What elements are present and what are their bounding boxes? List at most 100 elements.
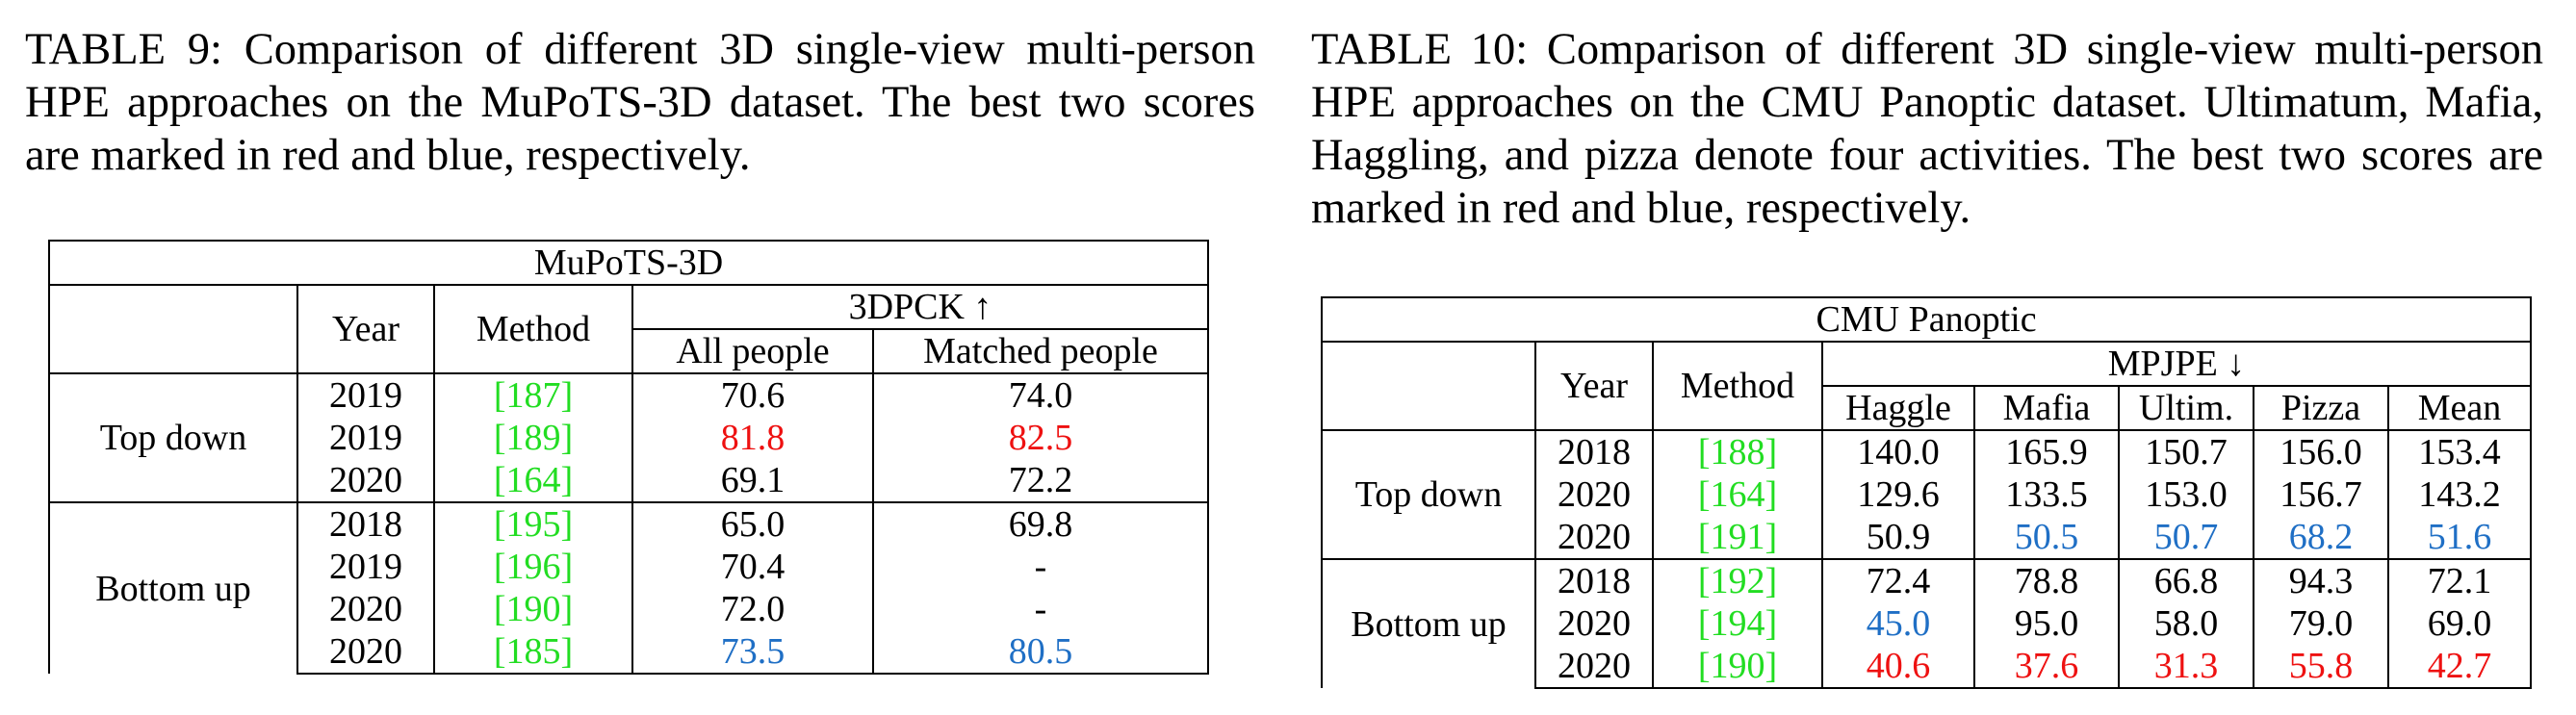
method-ref-link[interactable]: [187] xyxy=(434,372,633,417)
year-cell: 2019 xyxy=(297,372,435,417)
year-cell: 2019 xyxy=(297,546,435,588)
method-ref-link[interactable]: [188] xyxy=(1653,429,1823,473)
table9-year-header: Year xyxy=(297,284,435,373)
value-cell: 153.0 xyxy=(2119,473,2254,516)
value-cell-all-people: 70.6 xyxy=(632,372,874,417)
year-cell: 2018 xyxy=(297,501,435,546)
value-cell: 129.6 xyxy=(1822,473,1975,516)
value-cell-matched-people: - xyxy=(873,546,1210,588)
table-row: 2019 [196] 70.4- xyxy=(49,546,1210,588)
method-ref-link[interactable]: [189] xyxy=(434,417,633,459)
table-row: 2020 [194] 45.0 95.0 58.0 79.0 69.0 xyxy=(1322,602,2533,645)
value-cell: 50.7 xyxy=(2119,516,2254,559)
table9-metric-header: 3DPCK ↑ xyxy=(632,284,1210,330)
table9-dataset-header: MuPoTS-3D xyxy=(47,240,1210,285)
value-cell-matched-people: 80.5 xyxy=(873,630,1210,675)
method-ref-link[interactable]: [190] xyxy=(1653,645,1823,689)
value-cell-all-people: 70.4 xyxy=(632,546,874,588)
table9-mupots: MuPoTS-3D Year Method 3DPCK ↑ All people… xyxy=(47,240,1210,675)
table9-subheader-all: All people xyxy=(632,329,874,373)
value-cell-matched-people: - xyxy=(873,588,1210,630)
value-cell: 69.0 xyxy=(2388,602,2533,645)
value-cell: 72.4 xyxy=(1822,558,1975,602)
table10-caption: TABLE 10: Comparison of different 3D sin… xyxy=(1311,25,2543,233)
value-cell: 58.0 xyxy=(2119,602,2254,645)
table10-subheader: Ultim. xyxy=(2119,386,2254,430)
table-row: 2020 [164] 129.6 133.5 153.0 156.7 143.2 xyxy=(1322,473,2533,516)
table-row: 2020 [185] 73.5 80.5 xyxy=(49,630,1210,675)
value-cell: 140.0 xyxy=(1822,429,1975,473)
value-cell: 143.2 xyxy=(2388,473,2533,516)
value-cell: 72.1 xyxy=(2388,558,2533,602)
value-cell: 55.8 xyxy=(2254,645,2389,689)
value-cell: 78.8 xyxy=(1974,558,2120,602)
year-cell: 2019 xyxy=(297,417,435,459)
value-cell: 79.0 xyxy=(2254,602,2389,645)
method-ref-link[interactable]: [194] xyxy=(1653,602,1823,645)
table-row: Top down 2018 [188] 140.0 165.9 150.7 156.0 153… xyxy=(1321,429,2533,559)
value-cell-all-people: 72.0 xyxy=(632,588,874,630)
year-cell: 2020 xyxy=(1535,516,1654,559)
method-ref-link[interactable]: [195] xyxy=(434,501,633,546)
table9-caption: TABLE 9: Comparison of different 3D sing… xyxy=(25,25,1255,180)
value-cell: 156.7 xyxy=(2254,473,2389,516)
value-cell: 133.5 xyxy=(1974,473,2120,516)
group-label: Top down xyxy=(48,372,298,502)
table-row: 2019 [189] 81.8 82.5 xyxy=(49,417,1210,459)
value-cell-matched-people: 69.8 xyxy=(873,501,1210,546)
value-cell: 165.9 xyxy=(1974,429,2120,473)
value-cell: 66.8 xyxy=(2119,558,2254,602)
group-label: Bottom up xyxy=(1321,558,1536,688)
value-cell: 50.5 xyxy=(1974,516,2120,559)
method-ref-link[interactable]: [185] xyxy=(434,630,633,675)
year-cell: 2018 xyxy=(1535,429,1654,473)
table-row: 2020 [190] 72.0- xyxy=(49,588,1210,630)
table-row: 2020 [191] 50.9 50.5 50.7 68.2 51.6 xyxy=(1322,516,2533,559)
value-cell: 40.6 xyxy=(1822,645,1975,689)
value-cell: 94.3 xyxy=(2254,558,2389,602)
value-cell: 150.7 xyxy=(2119,429,2254,473)
year-cell: 2020 xyxy=(1535,602,1654,645)
value-cell: 50.9 xyxy=(1822,516,1975,559)
group-label: Bottom up xyxy=(48,501,298,674)
method-ref-link[interactable]: [190] xyxy=(434,588,633,630)
method-ref-link[interactable]: [164] xyxy=(1653,473,1823,516)
value-cell-all-people: 65.0 xyxy=(632,501,874,546)
value-cell: 156.0 xyxy=(2254,429,2389,473)
year-cell: 2020 xyxy=(1535,645,1654,689)
table-row: Bottom up 2018 [195] 65.0 69.8 xyxy=(48,501,1210,674)
table10-subheader: Haggle xyxy=(1822,386,1975,430)
method-ref-link[interactable]: [164] xyxy=(434,459,633,502)
table-row: 2020 [190] 40.6 37.6 31.3 55.8 42.7 xyxy=(1322,645,2533,689)
table10-subheader: Pizza xyxy=(2254,386,2389,430)
value-cell: 153.4 xyxy=(2388,429,2533,473)
year-cell: 2020 xyxy=(1535,473,1654,516)
value-cell-matched-people: 72.2 xyxy=(873,459,1210,502)
table10-subheader: Mafia xyxy=(1974,386,2120,430)
table10-cmu-panoptic: CMU Panoptic Year Method MPJPE ↓ Haggle M… xyxy=(1320,296,2533,689)
value-cell-matched-people: 82.5 xyxy=(873,417,1210,459)
table10-group-header-empty xyxy=(1321,341,1536,430)
group-label: Top down xyxy=(1321,429,1536,559)
table9-method-header: Method xyxy=(434,284,633,373)
year-cell: 2018 xyxy=(1535,558,1654,602)
table-row: 2020 [164] 69.1 72.2 xyxy=(49,459,1210,502)
value-cell: 68.2 xyxy=(2254,516,2389,559)
method-ref-link[interactable]: [192] xyxy=(1653,558,1823,602)
year-cell: 2020 xyxy=(297,588,435,630)
value-cell: 37.6 xyxy=(1974,645,2120,689)
table10-dataset-header: CMU Panoptic xyxy=(1320,296,2533,342)
method-ref-link[interactable]: [191] xyxy=(1653,516,1823,559)
table10-year-header: Year xyxy=(1535,341,1654,430)
table10-metric-header: MPJPE ↓ xyxy=(1822,341,2533,387)
value-cell-matched-people: 74.0 xyxy=(873,372,1210,417)
value-cell: 45.0 xyxy=(1822,602,1975,645)
value-cell: 42.7 xyxy=(2388,645,2533,689)
table-row: Top down 2019 [187] 70.6 74.0 xyxy=(48,372,1210,502)
method-ref-link[interactable]: [196] xyxy=(434,546,633,588)
value-cell: 95.0 xyxy=(1974,602,2120,645)
value-cell: 31.3 xyxy=(2119,645,2254,689)
year-cell: 2020 xyxy=(297,630,435,675)
year-cell: 2020 xyxy=(297,459,435,502)
table9-group-header-empty xyxy=(48,284,298,373)
